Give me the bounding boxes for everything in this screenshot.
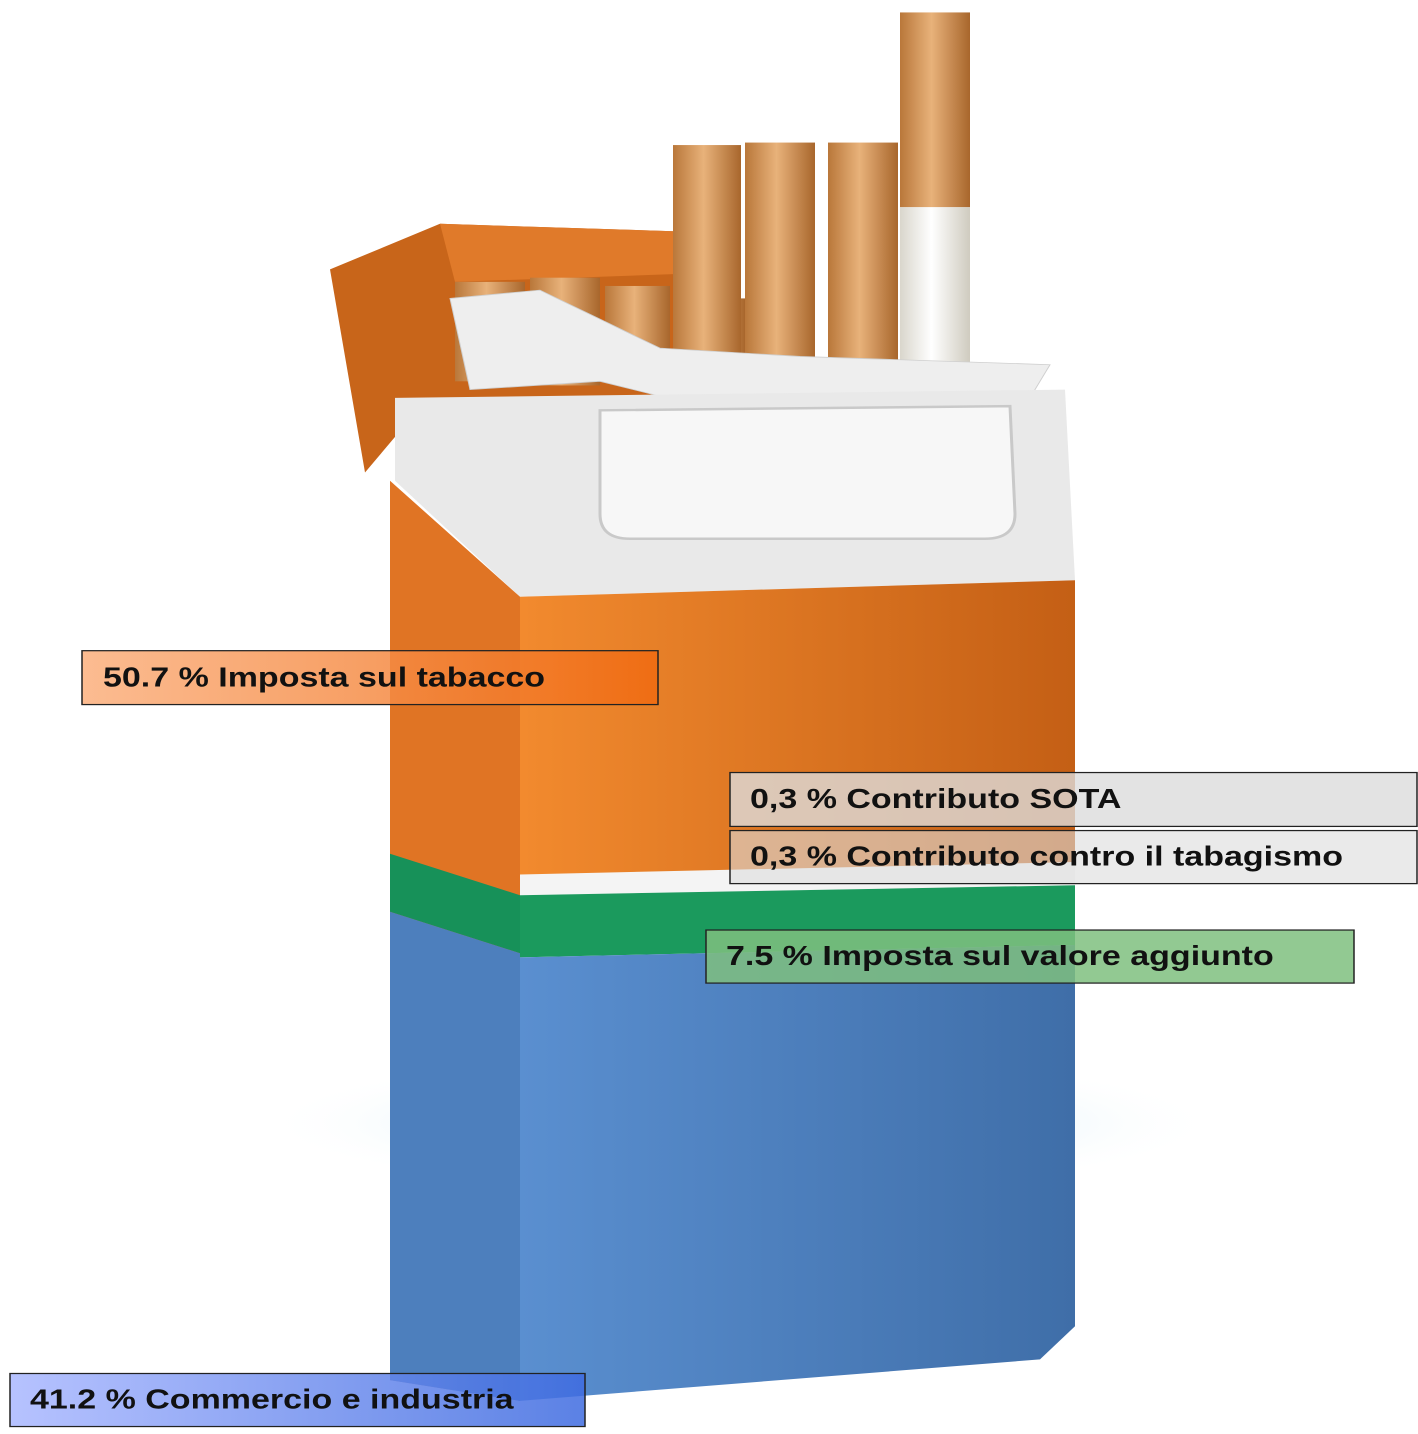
label-box [705, 929, 1355, 984]
label-text: 7.5 % Imposta sul valore aggiunto [726, 940, 1274, 972]
label-text: 0,3 % Contributo SOTA [750, 783, 1121, 815]
label-text: 0,3 % Contributo contro il tabagismo [750, 840, 1343, 872]
label-text: 50.7 % Imposta sul tabacco [103, 661, 545, 693]
label-tobacco-tax: 50.7 % Imposta sul tabacco [81, 650, 659, 706]
label-box [81, 650, 659, 706]
label-text: 41.2 % Commercio e industria [30, 1383, 514, 1415]
label-anti-smoking: 0,3 % Contributo contro il tabagismo [729, 829, 1418, 885]
label-box [729, 829, 1418, 885]
label-trade-industry: 41.2 % Commercio e industria [9, 1372, 586, 1428]
pack-illustration [260, 12, 1220, 1401]
label-sota: 0,3 % Contributo SOTA [729, 771, 1418, 828]
label-box [729, 771, 1418, 828]
label-vat: 7.5 % Imposta sul valore aggiunto [705, 929, 1355, 984]
label-box [9, 1372, 586, 1428]
